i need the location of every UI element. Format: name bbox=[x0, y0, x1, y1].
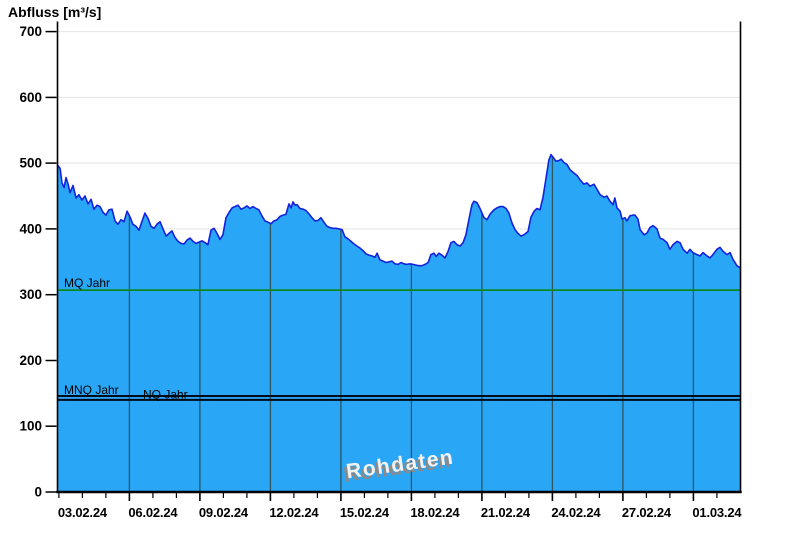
chart-title: Abfluss [m³/s] bbox=[8, 4, 102, 20]
y-tick-label: 500 bbox=[19, 156, 42, 171]
nq-label: NQ Jahr bbox=[143, 387, 188, 401]
x-tick-label: 12.02.24 bbox=[269, 505, 319, 520]
x-tick-label: 18.02.24 bbox=[410, 505, 460, 520]
area-fill bbox=[57, 154, 740, 492]
y-tick-label: 700 bbox=[19, 24, 42, 39]
x-tick-label: 06.02.24 bbox=[128, 505, 178, 520]
x-tick-label: 27.02.24 bbox=[622, 505, 672, 520]
y-tick-label: 200 bbox=[19, 353, 42, 368]
y-tick-label: 100 bbox=[19, 419, 42, 434]
x-tick-label: 24.02.24 bbox=[551, 505, 601, 520]
y-tick-label: 0 bbox=[34, 485, 42, 500]
x-tick-label: 09.02.24 bbox=[199, 505, 249, 520]
y-tick-label: 400 bbox=[19, 221, 42, 236]
x-tick-label: 03.02.24 bbox=[58, 505, 108, 520]
y-tick-label: 300 bbox=[19, 287, 42, 302]
y-tick-label: 600 bbox=[19, 90, 42, 105]
x-tick-label: 15.02.24 bbox=[340, 505, 390, 520]
mq-label: MQ Jahr bbox=[64, 276, 110, 290]
area-edge-line bbox=[56, 153, 741, 269]
x-tick-label: 01.03.24 bbox=[692, 505, 742, 520]
x-tick-label: 21.02.24 bbox=[481, 505, 531, 520]
mnq-label: MNQ Jahr bbox=[64, 383, 119, 397]
